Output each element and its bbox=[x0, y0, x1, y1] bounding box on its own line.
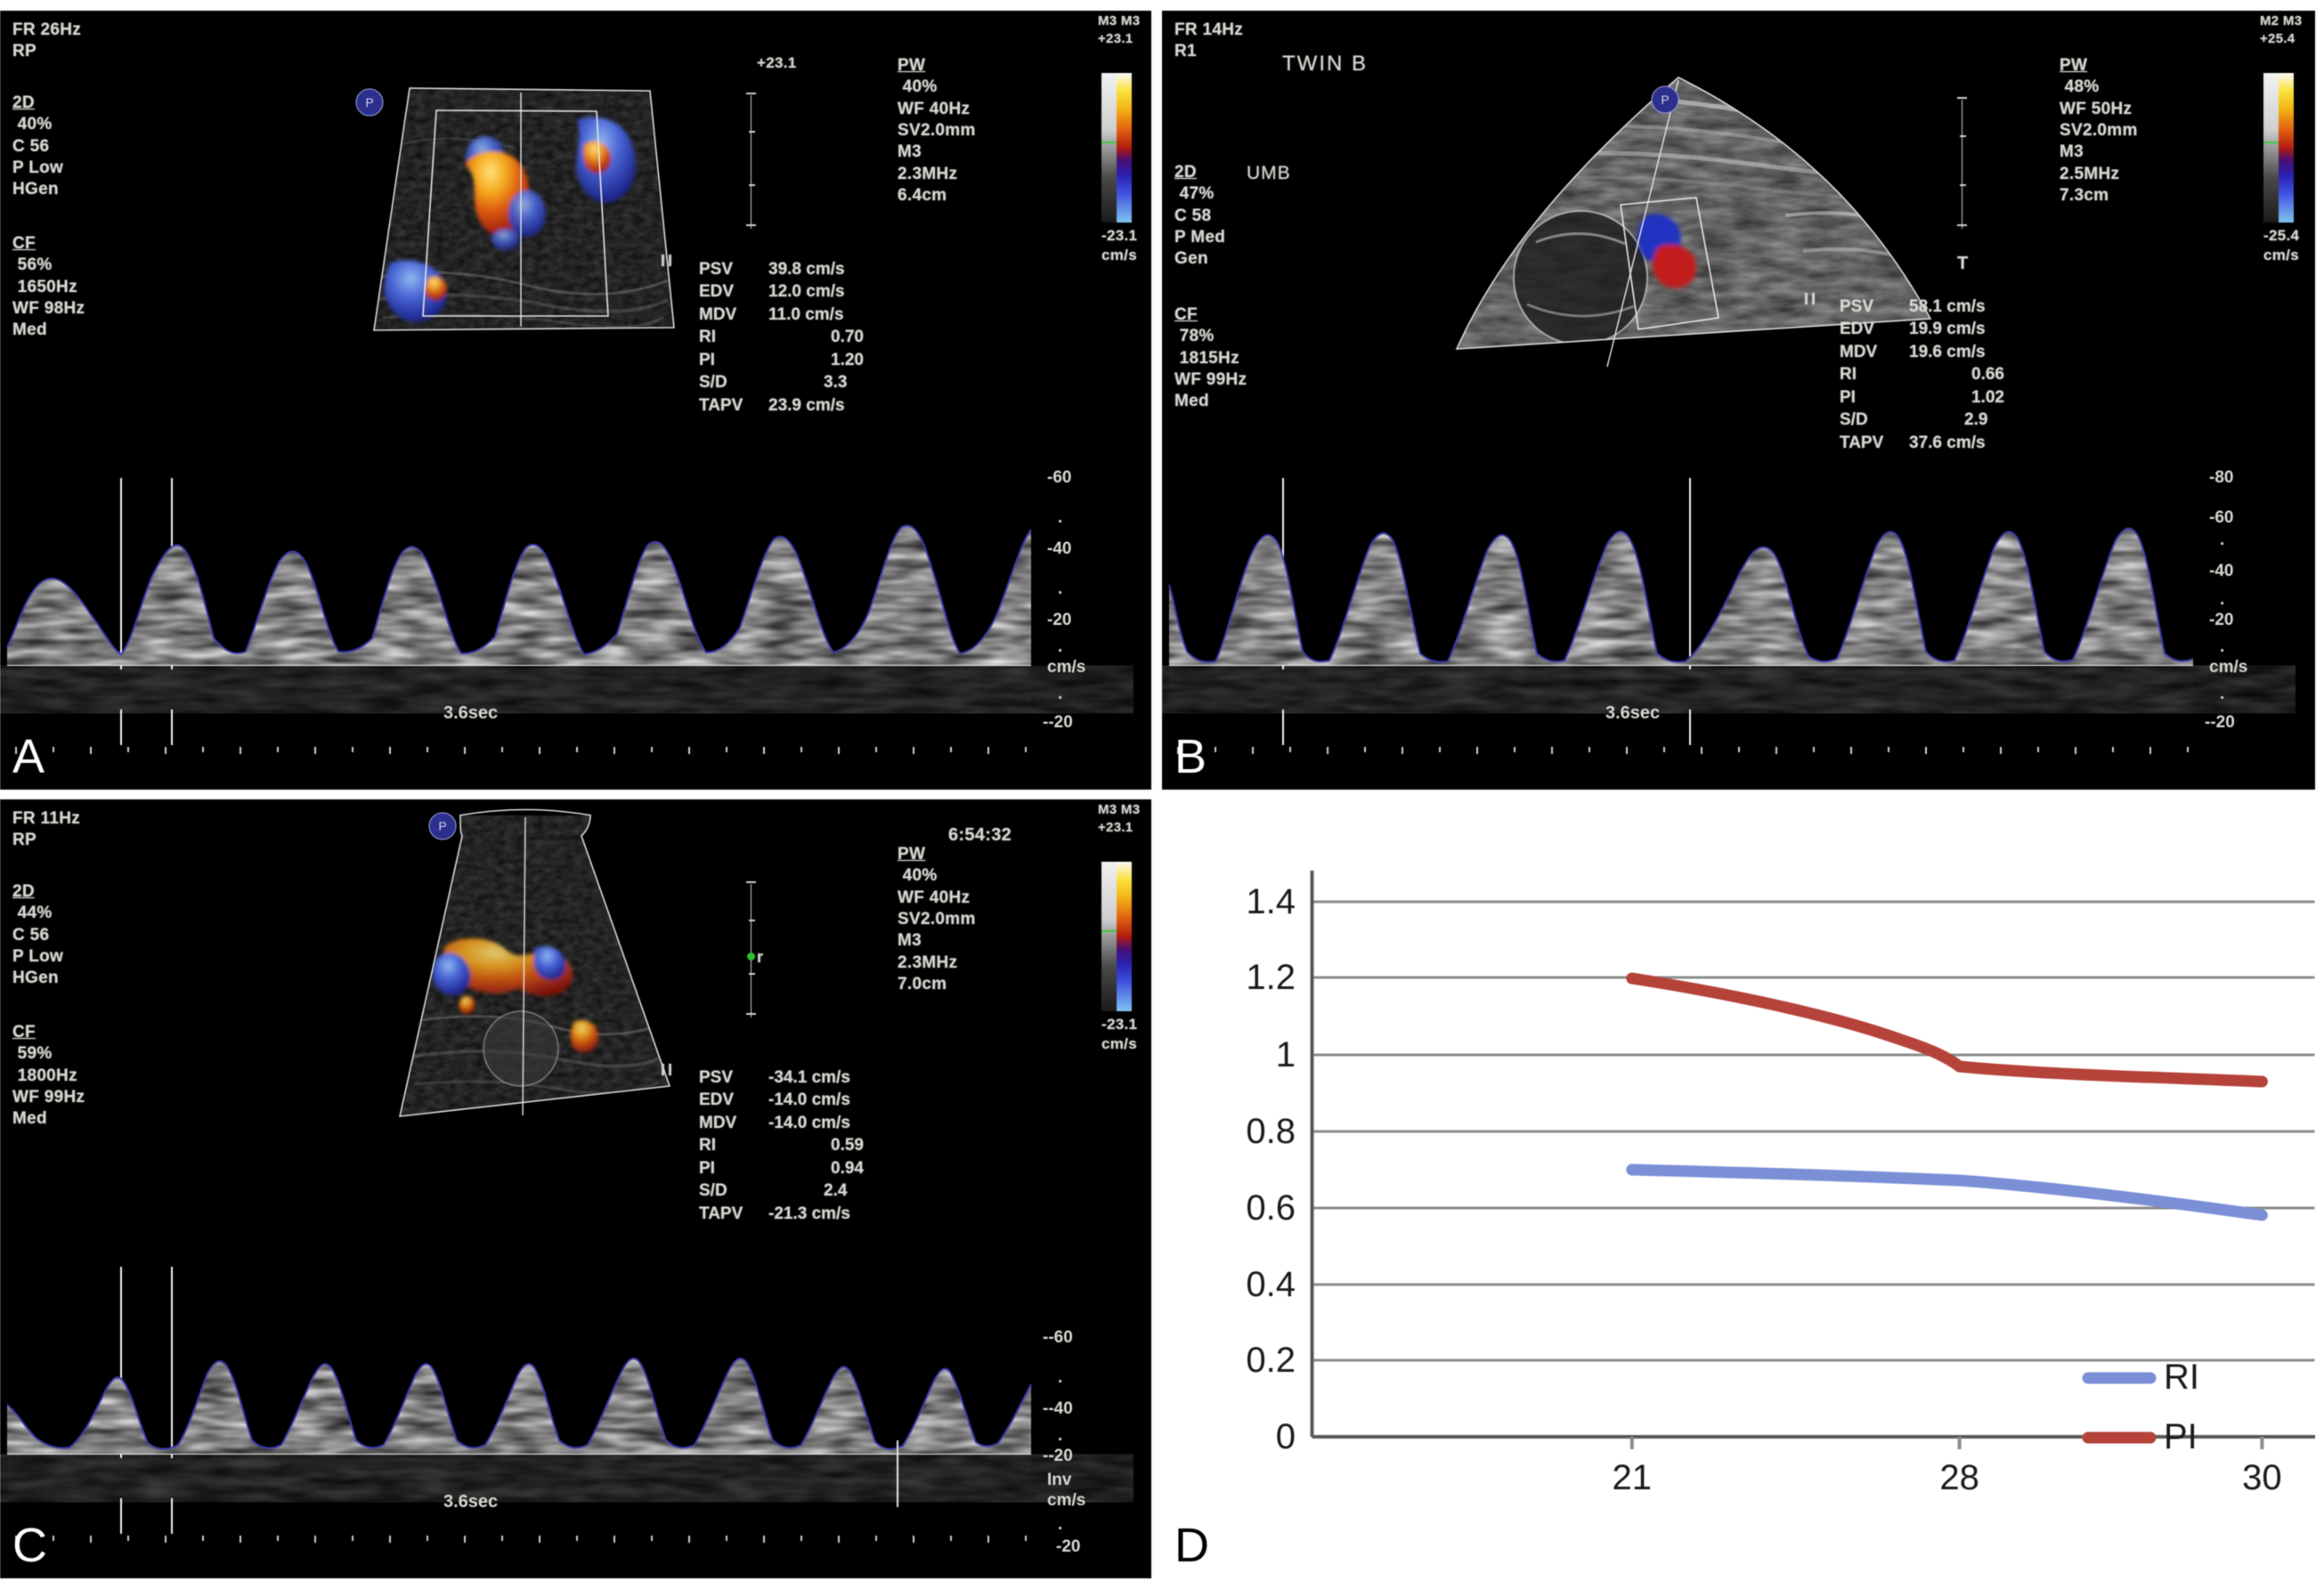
svg-text:.: . bbox=[1058, 685, 1062, 703]
svg-text:cm/s: cm/s bbox=[1047, 658, 1085, 677]
svg-text:Inv: Inv bbox=[1047, 1471, 1072, 1489]
svg-text:--40: --40 bbox=[1043, 1399, 1073, 1418]
svg-text:.: . bbox=[1058, 508, 1062, 527]
svg-text:.: . bbox=[2220, 637, 2224, 656]
svg-text:1.2: 1.2 bbox=[1246, 958, 1296, 997]
svg-text:0: 0 bbox=[1276, 1417, 1296, 1456]
svg-text:-20: -20 bbox=[1056, 1537, 1080, 1556]
svg-text:0.4: 0.4 bbox=[1246, 1265, 1296, 1304]
svg-text:P: P bbox=[365, 95, 373, 109]
svg-text:.: . bbox=[1058, 1368, 1062, 1387]
svg-text:0.6: 0.6 bbox=[1246, 1188, 1296, 1228]
svg-text:.: . bbox=[1058, 580, 1062, 598]
svg-text:0.8: 0.8 bbox=[1246, 1112, 1296, 1151]
svg-text:.: . bbox=[2220, 590, 2224, 609]
svg-text:RI: RI bbox=[2164, 1358, 2199, 1397]
svg-text:P: P bbox=[438, 819, 446, 833]
svg-text:PI: PI bbox=[2164, 1417, 2198, 1456]
svg-text:cm/s: cm/s bbox=[2209, 658, 2247, 677]
svg-text:-80: -80 bbox=[2209, 468, 2233, 487]
svg-text:.: . bbox=[2220, 685, 2224, 703]
svg-text:-40: -40 bbox=[2209, 562, 2233, 580]
svg-text:.: . bbox=[1058, 637, 1062, 656]
svg-text:1.4: 1.4 bbox=[1246, 882, 1296, 921]
svg-text:-20: -20 bbox=[2209, 611, 2233, 629]
svg-text:--20: --20 bbox=[1043, 1447, 1073, 1465]
svg-text:-40: -40 bbox=[1047, 539, 1071, 558]
svg-text:3.6sec: 3.6sec bbox=[443, 703, 498, 723]
svg-text:28: 28 bbox=[1939, 1458, 1979, 1497]
svg-text:P: P bbox=[1661, 93, 1669, 107]
svg-text:21: 21 bbox=[1613, 1458, 1653, 1497]
svg-text:cm/s: cm/s bbox=[1047, 1491, 1085, 1510]
svg-text:0.2: 0.2 bbox=[1246, 1341, 1296, 1380]
svg-text:--20: --20 bbox=[2205, 713, 2235, 732]
svg-text:1: 1 bbox=[1276, 1035, 1296, 1074]
svg-text:.: . bbox=[1058, 1515, 1062, 1534]
svg-text:.: . bbox=[1058, 1426, 1062, 1445]
svg-text:.: . bbox=[2220, 531, 2224, 549]
svg-text:3.6sec: 3.6sec bbox=[443, 1492, 498, 1512]
svg-text:--60: --60 bbox=[1043, 1328, 1073, 1347]
svg-text:-60: -60 bbox=[2209, 508, 2233, 527]
svg-text:-20: -20 bbox=[1047, 611, 1071, 629]
svg-text:30: 30 bbox=[2242, 1458, 2282, 1497]
svg-text:-60: -60 bbox=[1047, 468, 1071, 487]
svg-text:3.6sec: 3.6sec bbox=[1605, 703, 1660, 723]
svg-text:--20: --20 bbox=[1043, 713, 1073, 732]
